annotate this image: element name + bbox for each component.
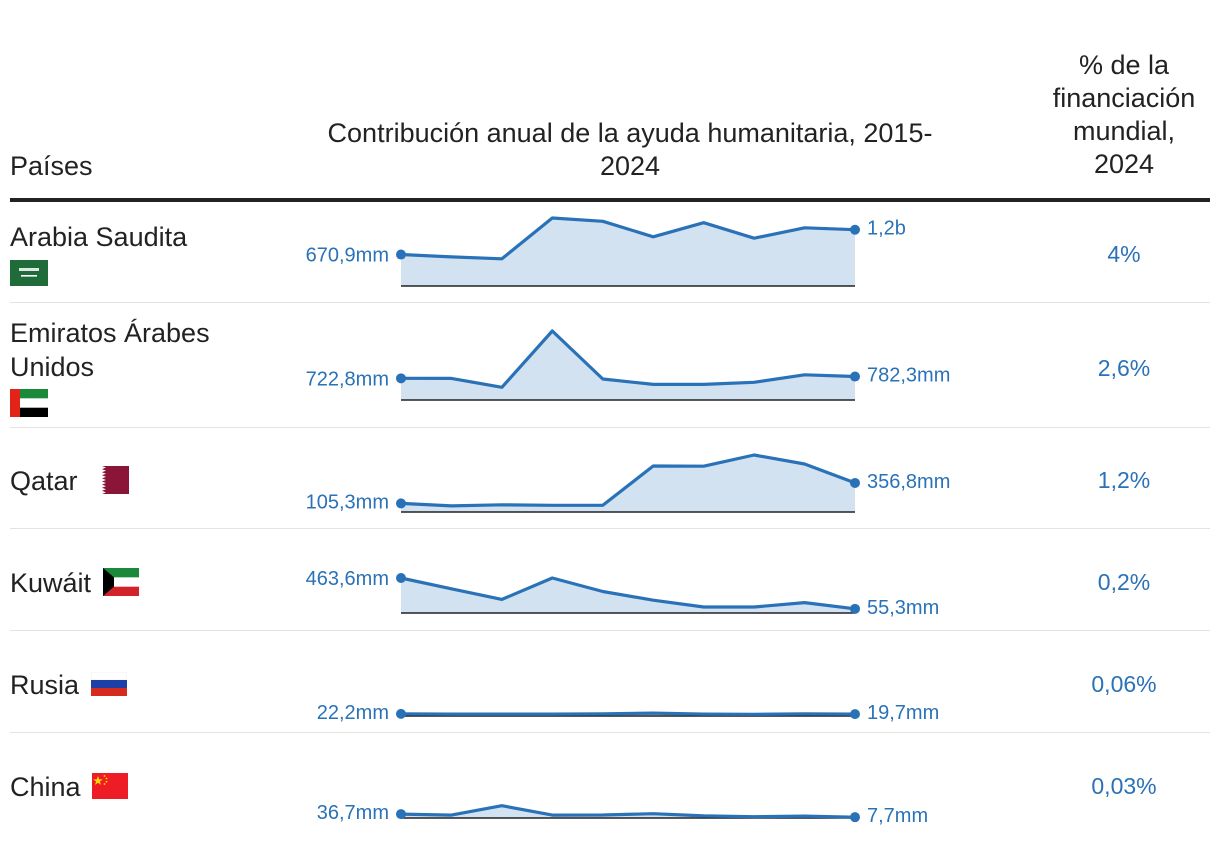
sparkline-start-label: 105,3mm bbox=[306, 491, 389, 513]
sparkline-kuwait: 463,6mm 55,3mm bbox=[306, 568, 940, 619]
sparkline-line bbox=[399, 576, 857, 611]
sparkline-area bbox=[401, 578, 855, 613]
header-countries: Países bbox=[10, 151, 93, 181]
country-qatar: Qatar bbox=[10, 464, 130, 498]
sparkline-end-point bbox=[850, 603, 860, 614]
country-name: Emiratos Árabes Unidos bbox=[10, 318, 210, 382]
header-sparkline-title: Contribución anual de la ayuda humanitar… bbox=[327, 118, 933, 181]
sparkline-end-label: 19,7mm bbox=[867, 702, 939, 724]
country-name: Kuwáit bbox=[10, 568, 92, 598]
pct-russia: 0,06% bbox=[1091, 671, 1157, 697]
sparkline-start-point bbox=[396, 249, 406, 260]
sparkline-end-point bbox=[850, 812, 860, 823]
sparkline-line bbox=[399, 329, 857, 389]
country-name: Rusia bbox=[10, 670, 80, 700]
sparkline-start-point bbox=[396, 373, 406, 384]
country-kuwait: Kuwáit bbox=[10, 566, 139, 600]
sparkline-end-point bbox=[850, 371, 860, 382]
sparkline-end-label: 356,8mm bbox=[867, 471, 950, 493]
sparkline-end-label: 1,2b bbox=[867, 218, 906, 240]
header-rule bbox=[10, 198, 1210, 202]
country-saudi-arabia: Arabia Saudita bbox=[10, 220, 240, 288]
country-china: China bbox=[10, 770, 129, 804]
sparkline-russia: 22,2mm 19,7mm bbox=[317, 702, 940, 724]
saudi-arabia-flag-icon bbox=[10, 259, 48, 286]
pct-uae: 2,6% bbox=[1097, 355, 1151, 381]
country-uae: Emiratos Árabes Unidos bbox=[10, 316, 240, 418]
row-separator bbox=[10, 427, 1210, 428]
row-separator bbox=[10, 528, 1210, 529]
sparkline-end-label: 55,3mm bbox=[867, 597, 939, 619]
country-name: Qatar bbox=[10, 466, 78, 496]
sparkline-line bbox=[399, 711, 857, 716]
sparkline-end-point bbox=[850, 224, 860, 235]
china-flag-icon bbox=[92, 772, 129, 799]
sparkline-end-label: 782,3mm bbox=[867, 365, 950, 387]
sparkline-end-point bbox=[850, 709, 860, 720]
sparkline-uae: 722,8mm 782,3mm bbox=[306, 329, 950, 401]
sparkline-saudi-arabia: 670,9mm 1,2b bbox=[306, 216, 906, 287]
sparkline-start-point bbox=[396, 809, 406, 820]
sparkline-qatar: 105,3mm 356,8mm bbox=[306, 453, 950, 513]
sparkline-line bbox=[399, 216, 857, 261]
qatar-flag-icon bbox=[91, 465, 130, 494]
row-separator bbox=[10, 732, 1210, 733]
sparkline-start-point bbox=[396, 573, 406, 583]
sparkline-line bbox=[399, 453, 857, 508]
kuwait-flag-icon bbox=[102, 567, 139, 596]
sparkline-start-label: 670,9mm bbox=[306, 245, 389, 267]
sparkline-end-label: 7,7mm bbox=[867, 805, 928, 827]
sparkline-area bbox=[401, 331, 855, 400]
country-russia: Rusia bbox=[10, 668, 127, 702]
country-name: China bbox=[10, 772, 81, 802]
pct-saudi-arabia: 4% bbox=[1107, 241, 1141, 267]
sparkline-start-label: 722,8mm bbox=[306, 368, 389, 390]
russia-flag-icon bbox=[90, 671, 127, 696]
sparkline-start-point bbox=[396, 498, 406, 509]
sparkline-start-point bbox=[396, 708, 406, 719]
row-separator bbox=[10, 630, 1210, 631]
sparkline-china: 36,7mm 7,7mm bbox=[317, 802, 928, 827]
country-name: Arabia Saudita bbox=[10, 222, 188, 252]
header-percent-funding: % de la financiación mundial, 2024 bbox=[1052, 50, 1196, 179]
sparkline-start-label: 36,7mm bbox=[317, 802, 389, 824]
pct-china: 0,03% bbox=[1091, 773, 1157, 799]
sparkline-end-point bbox=[850, 477, 860, 488]
pct-qatar: 1,2% bbox=[1097, 467, 1151, 493]
uae-flag-icon bbox=[10, 388, 48, 417]
row-separator bbox=[10, 302, 1210, 303]
sparkline-start-label: 22,2mm bbox=[317, 702, 389, 724]
sparkline-line bbox=[399, 804, 857, 819]
sparkline-area bbox=[401, 455, 855, 512]
sparkline-start-label: 463,6mm bbox=[306, 568, 389, 590]
pct-kuwait: 0,2% bbox=[1097, 569, 1151, 595]
